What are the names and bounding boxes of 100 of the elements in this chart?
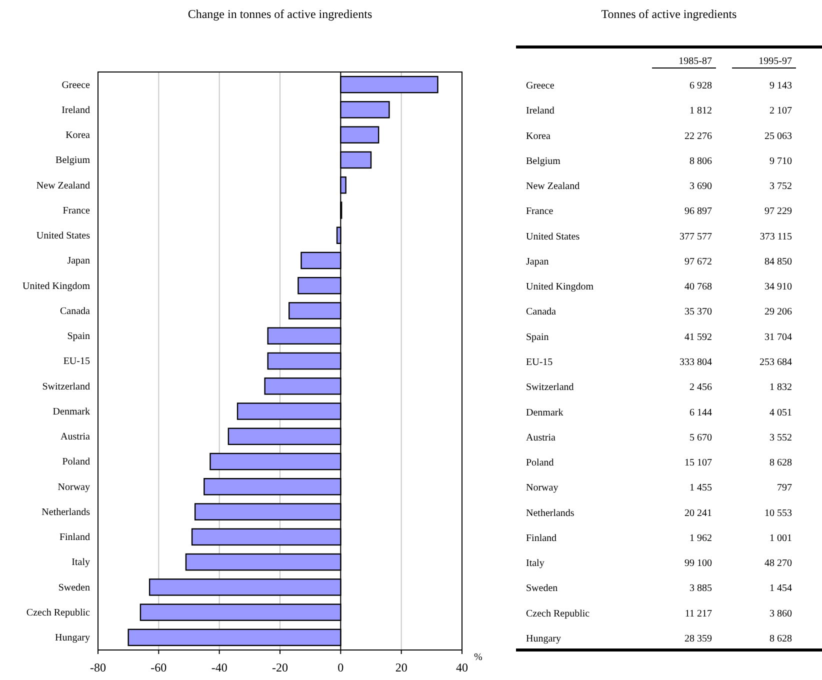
data-label: 1 001: [770, 532, 792, 544]
y-tick-label: New Zealand: [36, 180, 90, 192]
data-label: 41 592: [684, 332, 712, 343]
text: 1985-87: [678, 56, 712, 67]
category-label: Switzerland: [526, 382, 574, 394]
category-label: Ireland: [526, 106, 554, 117]
y-tick-label: Norway: [58, 482, 90, 493]
data-label: 1 455: [690, 482, 712, 494]
data-label: 1 832: [770, 382, 792, 394]
category-label: Italy: [526, 558, 544, 570]
category-label: France: [526, 206, 554, 218]
x-tick-label: 20: [395, 660, 408, 674]
data-label: 31 704: [764, 332, 792, 343]
data-label: 10 553: [764, 508, 792, 519]
data-label: 8 628: [770, 458, 792, 469]
data-label: 34 910: [764, 282, 792, 293]
data-label: 9 143: [770, 80, 792, 92]
y-tick-label: France: [62, 205, 91, 216]
data-label: 3 885: [690, 583, 712, 594]
category-label: Belgium: [526, 156, 561, 167]
y-tick-label: Canada: [60, 306, 91, 317]
text: 1995-97: [758, 56, 792, 67]
category-label: Hungary: [526, 633, 561, 644]
data-label: 48 270: [764, 558, 792, 570]
text: Tonnes of active ingredients: [601, 7, 738, 21]
data-label: 377 577: [680, 231, 712, 242]
x-tick-label: -80: [90, 660, 106, 674]
data-label: 2 456: [690, 382, 712, 394]
category-label: Austria: [526, 432, 556, 444]
x-tick-label: -60: [150, 660, 167, 674]
data-label: 8 806: [690, 156, 712, 167]
data-label: 84 850: [764, 256, 792, 268]
data-label: 3 860: [770, 608, 792, 620]
data-label: 333 804: [680, 357, 712, 368]
data-label: 35 370: [684, 306, 712, 318]
category-label: Netherlands: [526, 508, 574, 519]
y-tick-label: Italy: [72, 557, 90, 568]
category-label: Denmark: [526, 407, 564, 418]
data-label: 1 962: [690, 532, 712, 544]
data-label: 97 672: [684, 256, 712, 268]
data-label: 373 115: [760, 231, 792, 242]
data-label: 15 107: [684, 458, 712, 469]
data-label: 3 752: [770, 181, 792, 192]
y-tick-label: Netherlands: [42, 506, 90, 518]
data-label: 25 063: [764, 130, 792, 142]
x-axis-title: %: [474, 652, 482, 663]
y-tick-label: Denmark: [52, 406, 90, 418]
category-label: Canada: [526, 306, 557, 318]
data-label: 3 690: [690, 181, 712, 192]
category-label: Norway: [526, 482, 558, 494]
data-label: 9 710: [770, 156, 792, 167]
data-label: 797: [777, 482, 792, 494]
y-tick-label: Belgium: [56, 155, 90, 166]
data-label: 11 217: [684, 608, 712, 620]
data-label: 3 552: [770, 432, 792, 444]
category-label: United States: [526, 231, 580, 242]
y-tick-label: Switzerland: [42, 381, 90, 392]
data-label: 20 241: [684, 508, 712, 519]
category-label: Czech Republic: [526, 608, 590, 620]
data-label: 22 276: [684, 130, 712, 142]
y-tick-label: Finland: [59, 532, 90, 544]
y-tick-label: EU-15: [63, 356, 90, 368]
category-label: Japan: [526, 256, 549, 268]
category-label: EU-15: [526, 357, 553, 368]
data-label: 97 229: [764, 206, 792, 218]
y-tick-label: United States: [36, 230, 90, 242]
data-label: 6 144: [690, 407, 712, 418]
data-label: 29 206: [764, 306, 792, 318]
data-label: 1 812: [690, 106, 712, 117]
category-label: Spain: [526, 332, 549, 343]
category-label: New Zealand: [526, 181, 580, 192]
category-label: Finland: [526, 532, 557, 544]
x-tick-label: 0: [338, 660, 344, 674]
data-label: 1 454: [770, 583, 792, 594]
data-label: 28 359: [684, 633, 712, 644]
x-tick-label: 40: [456, 660, 468, 674]
y-tick-label: Poland: [62, 456, 90, 468]
data-label: 96 897: [684, 206, 712, 218]
data-label: 2 107: [770, 106, 792, 117]
data-label: 4 051: [770, 407, 792, 418]
category-label: Sweden: [526, 583, 558, 594]
category-label: Greece: [526, 80, 555, 92]
data-label: 5 670: [690, 432, 712, 444]
data-label: 40 768: [684, 282, 712, 293]
category-label: Poland: [526, 458, 554, 469]
data-label: 6 928: [690, 80, 712, 92]
category-label: Korea: [526, 130, 551, 142]
y-tick-label: Czech Republic: [26, 608, 91, 619]
chart-title: Change in tonnes of active ingredients: [188, 7, 372, 21]
data-label: 99 100: [684, 558, 712, 570]
y-tick-label: Spain: [67, 331, 90, 342]
data-label: 253 684: [760, 357, 792, 368]
y-tick-label: Sweden: [58, 582, 90, 594]
y-tick-label: Japan: [67, 256, 90, 267]
y-tick-label: Korea: [66, 130, 91, 142]
y-tick-label: Greece: [62, 80, 91, 91]
y-tick-label: United Kingdom: [22, 280, 90, 292]
y-tick-label: Austria: [60, 432, 91, 443]
y-tick-label: Ireland: [62, 104, 90, 116]
y-tick-label: Hungary: [55, 632, 90, 644]
